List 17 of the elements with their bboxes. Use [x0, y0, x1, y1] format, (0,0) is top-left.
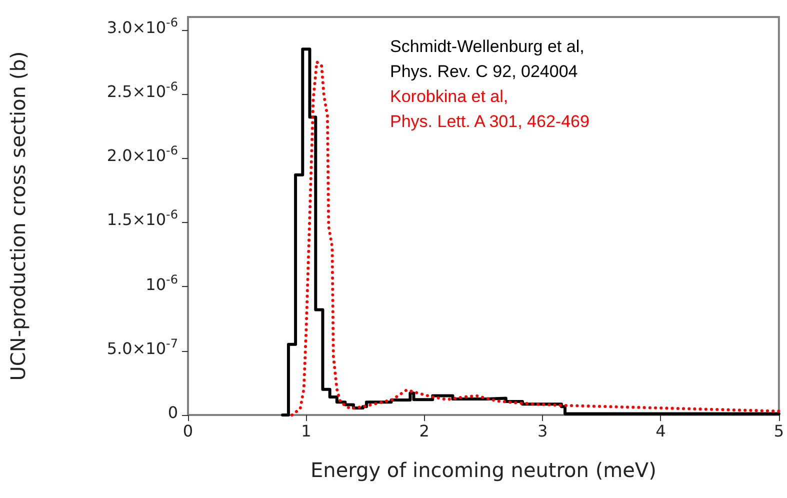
x-tick-label: 3	[537, 422, 548, 440]
x-tick-label: 5	[774, 422, 784, 440]
x-tick-label: 0	[182, 422, 194, 440]
y-tick-label: 1.5×10$^{-6}$	[106, 208, 178, 230]
x-tick-label: 1	[301, 422, 312, 440]
x-axis-title: Energy of incoming neutron (meV)	[310, 458, 656, 482]
y-tick-label: 0	[168, 403, 178, 422]
y-tick-label: 5.0×10$^{-7}$	[106, 336, 178, 358]
y-tick-label: 10$^{-6}$	[146, 272, 178, 294]
text: Schmidt-Wellenburg et al, Phys. Rev. C 92, 024004	[390, 37, 584, 81]
y-tick-label: 2.5×10$^{-6}$	[106, 80, 178, 102]
x-tick-label: 4	[656, 422, 666, 440]
y-axis-title: UCN-production cross section (b)	[6, 51, 30, 381]
text: Korobkina et al, Phys. Lett. A 301, 462-469	[390, 87, 590, 131]
y-tick-label: 3.0×10$^{-6}$	[106, 16, 178, 37]
y-tick-label: 2.0×10$^{-6}$	[106, 144, 178, 166]
x-tick-label: 2	[419, 422, 430, 440]
